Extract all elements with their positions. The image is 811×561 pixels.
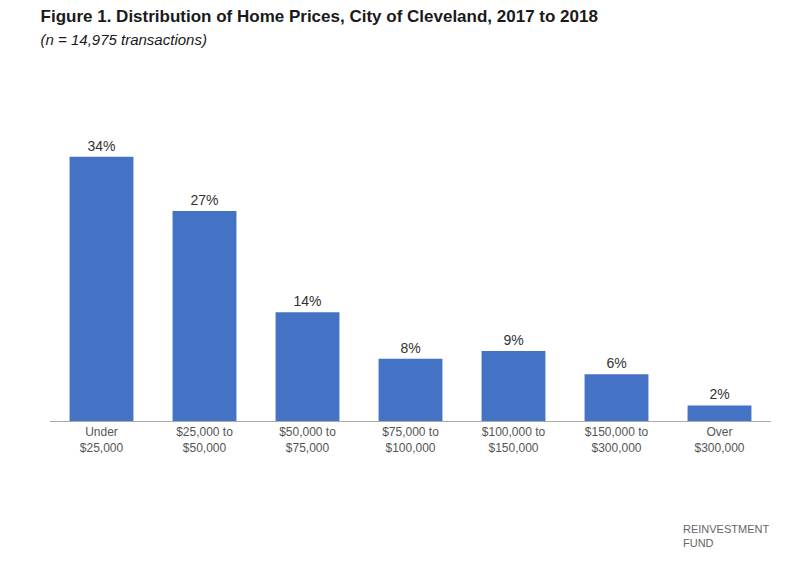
- svg-text:$50,000 to$75,000: $50,000 to$75,000: [279, 425, 336, 455]
- svg-text:$25,000 to$50,000: $25,000 to$50,000: [176, 425, 233, 455]
- svg-text:$150,000 to$300,000: $150,000 to$300,000: [585, 425, 649, 455]
- svg-text:34%: 34%: [87, 138, 115, 154]
- svg-text:9%: 9%: [503, 332, 523, 348]
- svg-text:Over$300,000: Over$300,000: [694, 425, 744, 455]
- svg-text:2%: 2%: [709, 386, 729, 402]
- svg-text:$75,000 to$100,000: $75,000 to$100,000: [382, 425, 439, 455]
- svg-text:14%: 14%: [293, 293, 321, 309]
- svg-text:$100,000 to$150,000: $100,000 to$150,000: [482, 425, 546, 455]
- svg-text:8%: 8%: [400, 340, 420, 356]
- svg-text:6%: 6%: [606, 355, 626, 371]
- svg-text:REINVESTMENTFUND: REINVESTMENTFUND: [683, 523, 769, 549]
- svg-text:Figure 1. Distribution of Home: Figure 1. Distribution of Home Prices, C…: [41, 7, 598, 47]
- svg-text:27%: 27%: [190, 192, 218, 208]
- svg-text:Under$25,000: Under$25,000: [80, 425, 124, 455]
